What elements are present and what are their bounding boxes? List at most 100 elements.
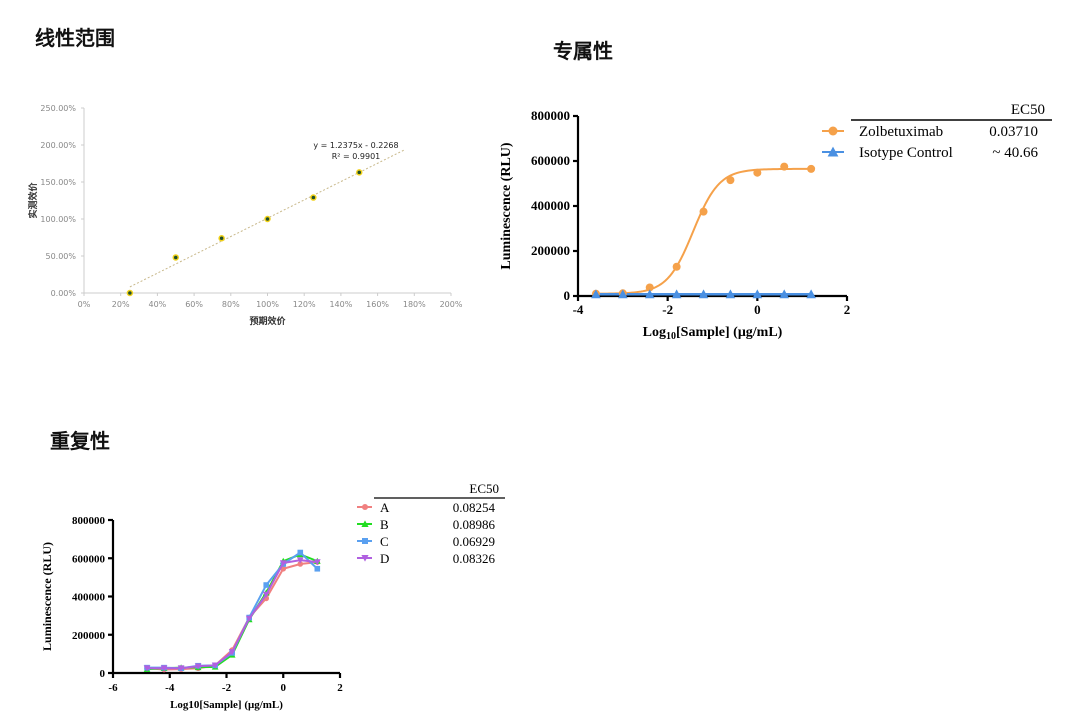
legend-ec50: 0.08254 [453, 500, 496, 515]
point-isotype-control [644, 289, 655, 299]
x-tick-label: 140% [329, 300, 352, 309]
point-isotype-control [591, 289, 601, 299]
y-tick-label: 600000 [531, 153, 570, 168]
legend-name: A [380, 500, 390, 515]
x-tick-label: -4 [573, 302, 584, 317]
point-isotype-control [779, 289, 790, 299]
point-series-d [262, 591, 270, 598]
repeatability-title: 重复性 [50, 429, 110, 453]
x-tick-label: 80% [222, 300, 240, 309]
x-tick-label: 0 [281, 682, 287, 694]
x-tick-label: 180% [403, 300, 426, 309]
data-point [218, 234, 225, 242]
y-tick-label: 800000 [531, 108, 570, 123]
legend-header: EC50 [469, 481, 499, 496]
point-zolbetuximab [672, 262, 681, 271]
y-tick-label: 800000 [72, 515, 106, 527]
y-axis-label: 实测效价 [27, 182, 39, 219]
legend-name: C [380, 534, 389, 549]
x-tick-label: 200% [440, 300, 463, 309]
point-zolbetuximab [645, 283, 654, 292]
x-tick-label: -2 [662, 302, 673, 317]
y-tick-label: 200000 [531, 243, 570, 258]
legend-marker [361, 555, 369, 562]
point-series-d [228, 649, 236, 656]
legend-marker [362, 538, 368, 544]
data-point [172, 254, 179, 261]
legend-marker [362, 504, 368, 510]
legend-ec50: 0.03710 [989, 124, 1038, 140]
point-series-d [245, 615, 253, 622]
y-axis-label: Luminescence (RLU) [40, 542, 54, 651]
point-isotype-control [618, 289, 628, 299]
legend-header: EC50 [1011, 102, 1045, 118]
y-tick-label: 50.00% [45, 252, 76, 261]
data-point [126, 289, 134, 297]
y-tick-label: 250.00% [40, 104, 76, 113]
y-tick-label: 0.00% [51, 289, 77, 298]
legend-ec50: 0.08986 [453, 517, 496, 532]
x-tick-label: -4 [165, 682, 175, 694]
legend-name: B [380, 517, 389, 532]
y-tick-label: 200000 [72, 630, 106, 642]
point-series-d [211, 662, 219, 669]
x-tick-label: 20% [112, 300, 130, 309]
data-point [356, 169, 363, 176]
equation-label: y = 1.2375x - 0.2268 [313, 141, 398, 150]
y-tick-label: 400000 [531, 198, 570, 213]
point-series-d [279, 560, 287, 567]
fit-curve-zolbetuximab [595, 167, 812, 295]
point-isotype-control [698, 289, 709, 299]
x-tick-label: -2 [222, 682, 232, 694]
legend-marker [827, 146, 839, 157]
x-tick-label: -6 [108, 682, 118, 694]
x-axis-label: Log10[Sample] (μg/mL) [170, 699, 283, 711]
x-tick-label: 40% [149, 300, 167, 309]
point-zolbetuximab [726, 176, 735, 185]
legend-ec50: ~ 40.66 [992, 145, 1038, 161]
y-tick-label: 100.00% [40, 215, 76, 224]
point-series-c [297, 549, 304, 556]
x-axis-label: 预期效价 [249, 315, 286, 327]
data-point [264, 215, 271, 223]
y-tick-label: 200.00% [40, 141, 76, 150]
point-series-d [296, 557, 304, 564]
legend-name: D [380, 551, 389, 566]
specificity-title: 专属性 [553, 39, 613, 63]
x-tick-label: 120% [293, 300, 316, 309]
point-series-c [263, 582, 270, 588]
point-series-d [313, 559, 321, 566]
legend-marker [828, 126, 838, 136]
legend-ec50: 0.08326 [453, 551, 496, 566]
y-axis-label: Luminescence (RLU) [499, 142, 514, 269]
x-tick-label: 160% [366, 300, 389, 309]
x-tick-label: 2 [844, 302, 851, 317]
point-isotype-control [725, 289, 736, 299]
point-series-d [194, 663, 202, 670]
point-zolbetuximab [780, 162, 789, 171]
point-series-c [314, 565, 321, 572]
point-series-d [143, 665, 151, 672]
point-zolbetuximab [753, 168, 762, 177]
legend-name: Zolbetuximab [859, 124, 943, 140]
point-isotype-control [806, 289, 816, 299]
point-isotype-control [671, 289, 682, 299]
point-zolbetuximab [807, 164, 816, 173]
legend-ec50: 0.06929 [453, 534, 495, 549]
point-zolbetuximab [699, 207, 708, 216]
y-tick-label: 0 [100, 668, 106, 680]
legend-marker [361, 520, 369, 527]
point-series-d [160, 665, 168, 672]
x-tick-label: 100% [256, 300, 279, 309]
x-axis-label: Log10[Sample] (μg/mL) [643, 325, 783, 342]
point-isotype-control [752, 289, 763, 299]
linearity-title: 线性范围 [35, 26, 115, 50]
data-point [310, 194, 317, 201]
legend-name: Isotype Control [859, 145, 953, 161]
x-tick-label: 0 [754, 302, 761, 317]
point-series-d [177, 665, 185, 672]
x-tick-label: 2 [337, 682, 343, 694]
r2-label: R² = 0.9901 [332, 152, 381, 161]
y-tick-label: 150.00% [40, 178, 76, 187]
